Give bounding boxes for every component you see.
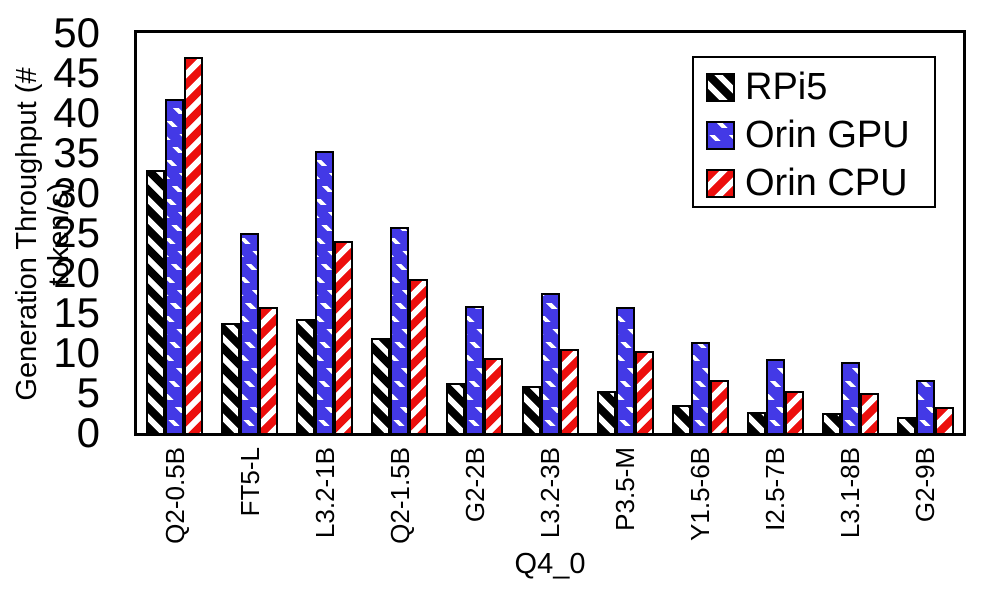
bar	[596, 391, 616, 433]
bar	[784, 390, 804, 433]
bar	[240, 233, 260, 433]
x-tick-label: P3.5-M	[610, 447, 641, 531]
y-tick-label: 25	[53, 209, 100, 256]
bar	[821, 413, 841, 433]
bar	[259, 306, 279, 433]
bar	[409, 279, 429, 433]
bar	[559, 349, 579, 433]
legend-swatch-icon	[706, 168, 735, 198]
bar	[446, 383, 466, 433]
bar	[615, 307, 635, 433]
x-tick-label: L3.2-1B	[309, 447, 340, 539]
bar	[465, 305, 485, 433]
bar-group	[437, 33, 512, 433]
x-tick-label: G2-2B	[459, 447, 490, 523]
bar	[840, 361, 860, 433]
bars-container	[137, 33, 963, 433]
y-tick-label: 0	[76, 409, 100, 456]
bar	[896, 417, 916, 433]
y-tick-label: 45	[53, 49, 100, 96]
bar	[765, 359, 785, 433]
bar	[690, 341, 710, 433]
x-tick-label: L3.2-3B	[535, 447, 565, 539]
legend-label: Orin CPU	[745, 162, 908, 204]
x-tick-label: L3.1-8B	[835, 447, 866, 539]
bar	[859, 393, 879, 433]
y-tick-label: 15	[53, 289, 100, 336]
x-tick-label: I2.5-7B	[760, 447, 791, 531]
bar-group	[212, 33, 287, 433]
legend-label: RPi5	[745, 66, 828, 108]
legend-swatch-icon	[706, 120, 735, 150]
legend-items: RPi5 Orin GPU Orin CPU	[706, 63, 934, 207]
bar-group	[663, 33, 738, 433]
bar-group	[137, 33, 212, 433]
x-axis-title: Q4_0	[514, 548, 586, 580]
legend-label: Orin GPU	[745, 114, 910, 156]
bar-group	[287, 33, 362, 433]
x-tick-label: Q2-0.5B	[159, 447, 190, 544]
y-tick-label: 30	[53, 169, 100, 216]
bar-group	[738, 33, 813, 433]
bar	[296, 319, 316, 433]
bar	[221, 323, 241, 433]
legend-swatch-icon	[706, 72, 735, 102]
legend-item: RPi5	[706, 63, 934, 111]
bar-group	[588, 33, 663, 433]
bar	[934, 406, 954, 433]
x-tick-label: FT5-L	[234, 447, 265, 517]
bar	[165, 99, 185, 433]
bar	[634, 350, 654, 433]
bar	[334, 241, 354, 433]
y-tick-label: 10	[53, 329, 100, 376]
bar	[540, 293, 560, 433]
bar	[484, 357, 504, 433]
bar-group	[888, 33, 963, 433]
bar	[915, 380, 935, 433]
bar	[521, 385, 541, 433]
bar	[746, 412, 766, 433]
x-tick-label: G2-9B	[910, 447, 941, 523]
y-tick-label: 5	[76, 369, 100, 416]
legend: RPi5 Orin GPU Orin CPU	[692, 56, 936, 208]
bar-group	[813, 33, 888, 433]
bar	[390, 226, 410, 433]
y-tick-label: 35	[53, 129, 100, 176]
bar-group	[512, 33, 587, 433]
legend-item: Orin GPU	[706, 111, 934, 159]
bar	[671, 405, 691, 433]
y-tick-label: 50	[53, 9, 100, 56]
x-tick-label: Q2-1.5B	[384, 447, 415, 544]
y-tick-label: 20	[53, 249, 100, 296]
bar	[146, 169, 166, 433]
bar	[709, 380, 729, 433]
bar	[315, 150, 335, 433]
legend-item: Orin CPU	[706, 159, 934, 207]
x-tick-label: Y1.5-6B	[685, 447, 716, 541]
bar	[184, 57, 204, 433]
y-tick-label: 40	[53, 89, 100, 136]
bar-group	[362, 33, 437, 433]
bar	[371, 337, 391, 433]
